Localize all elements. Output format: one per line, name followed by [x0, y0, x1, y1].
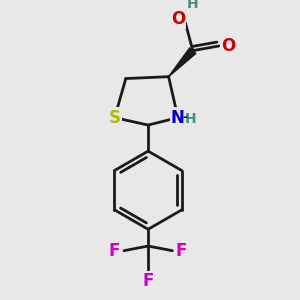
- Polygon shape: [169, 48, 196, 77]
- Text: H: H: [187, 0, 199, 11]
- Text: O: O: [171, 10, 185, 28]
- Text: S: S: [109, 109, 121, 127]
- Text: -: -: [183, 111, 188, 124]
- Text: F: F: [109, 242, 120, 260]
- Text: O: O: [221, 37, 235, 55]
- Text: N: N: [171, 109, 185, 127]
- Text: F: F: [176, 242, 187, 260]
- Text: H: H: [185, 112, 197, 126]
- Text: F: F: [142, 272, 154, 290]
